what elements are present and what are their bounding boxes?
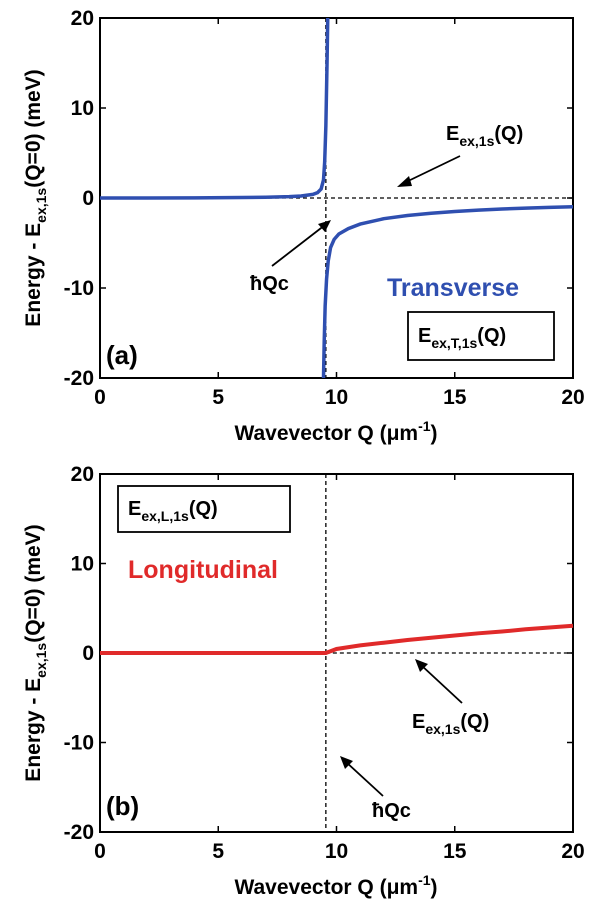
panel-a-energy-annotation: Eex,1s(Q) — [446, 123, 523, 149]
panel-a-legend-text: Eex,T,1s(Q) — [418, 325, 506, 351]
panel-a-hqc-arrow — [271, 224, 326, 267]
panel-a-energy-arrowhead — [397, 176, 412, 187]
panel-a-y-tick-label: 20 — [71, 7, 94, 30]
panel-a-y-tick-label: 10 — [71, 97, 94, 120]
panel-b-x-tick-label: 0 — [94, 840, 106, 863]
panel-b-y-tick-label: -10 — [64, 732, 94, 755]
panel-b-energy-arrowhead — [415, 659, 428, 672]
panel-b-y-tick-label: -20 — [64, 821, 94, 844]
panel-a-y-tick-label: -10 — [64, 277, 94, 300]
panel-b-label: (b) — [106, 791, 139, 821]
panel-b-x-tick-label: 15 — [443, 840, 467, 863]
panel-b-hqc-arrow — [345, 761, 384, 797]
panel-a-x-tick-label: 10 — [325, 386, 348, 409]
panel-b-energy-annotation: Eex,1s(Q) — [412, 711, 489, 737]
panel-a-x-tick-label: 15 — [443, 386, 467, 409]
panel-b-x-tick-label: 10 — [325, 840, 348, 863]
panel-b-y-tick-label: 0 — [82, 642, 94, 665]
panel-a-x-tick-label: 20 — [561, 386, 584, 409]
panel-b-ticks: 0 5 10 15 20 20 10 0 -10 -20 — [64, 463, 585, 863]
panel-b-hqc-arrowhead — [340, 756, 353, 769]
panel-a-y-axis-label: Energy - Eex,1s(Q=0) (meV) — [22, 69, 49, 326]
transverse-series-label: Transverse — [387, 274, 519, 302]
panel-b-hqc-annotation: ħQc — [372, 800, 411, 822]
panel-a-y-tick-label: -20 — [64, 367, 94, 390]
transverse-upper-branch — [321, 204, 574, 379]
panel-b-legend-box — [117, 485, 291, 533]
panel-a-energy-arrow — [403, 155, 461, 184]
panel-b-y-axis-label: Energy - Eex,1s(Q=0) (meV) — [22, 524, 49, 781]
panel-b-energy-arrow — [420, 664, 463, 704]
panel-b-legend-text: Eex,L,1s(Q) — [128, 498, 218, 524]
panel-a-hqc-arrowhead — [318, 220, 331, 232]
panel-a-x-tick-label: 0 — [94, 386, 106, 409]
panel-a-x-axis-label: Wavevector Q (μm-1) — [234, 418, 437, 445]
longitudinal-series-line — [100, 623, 574, 655]
panel-a-legend-box — [407, 311, 555, 361]
panel-a-hqc-annotation: ħQc — [250, 273, 289, 295]
longitudinal-series-label: Longitudinal — [128, 556, 278, 584]
panel-b: 0 5 10 15 20 20 10 0 -10 -20 Energy - Eex,1s(Q=0)… — [22, 463, 585, 899]
transverse-lower-branch — [100, 17, 330, 200]
panel-a-label: (a) — [106, 340, 138, 370]
panel-b-y-tick-label: 10 — [71, 553, 94, 576]
panel-b-x-tick-label: 5 — [212, 840, 224, 863]
panel-b-x-tick-label: 20 — [561, 840, 584, 863]
panel-a: 0 5 10 15 20 20 10 0 -10 -20 Energy - Eex,1s(Q=0)… — [22, 7, 585, 445]
panel-a-ticks: 0 5 10 15 20 20 10 0 -10 -20 — [64, 7, 585, 409]
panel-a-x-tick-label: 5 — [212, 386, 224, 409]
panel-b-x-axis-label: Wavevector Q (μm-1) — [234, 872, 437, 899]
panel-a-y-tick-label: 0 — [82, 187, 94, 210]
panel-b-y-tick-label: 20 — [71, 463, 94, 486]
